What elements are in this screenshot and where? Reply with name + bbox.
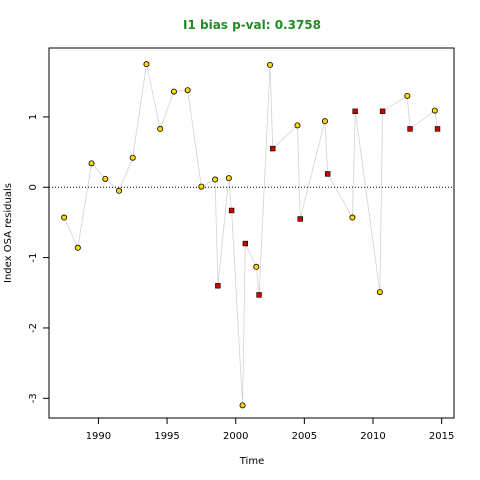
y-tick-label: 1	[28, 114, 39, 120]
data-point-circle	[157, 125, 164, 132]
y-tick-label: -3	[28, 393, 39, 403]
data-point-circle	[431, 107, 438, 114]
data-point-circle	[212, 176, 219, 183]
data-point-circle	[225, 175, 232, 182]
data-point-square	[228, 207, 235, 214]
data-point-circle	[294, 122, 301, 129]
data-point-square	[434, 126, 441, 132]
series-lines	[63, 64, 438, 406]
x-tick-label: 2010	[360, 431, 385, 442]
data-point-square	[352, 108, 358, 115]
y-axis-label: Index OSA residuals	[3, 183, 14, 283]
x-tick-label: 1990	[86, 431, 111, 442]
x-axis: 1990 1995 2000 2005 2010 2015	[86, 418, 454, 442]
y-axis: 1 0 -1 -2 -3	[28, 114, 49, 403]
data-point-square	[407, 126, 413, 132]
y-tick-label: -2	[28, 323, 39, 333]
x-tick-label: 2000	[223, 431, 248, 442]
data-point-circle	[61, 214, 68, 221]
y-tick-label: 0	[28, 184, 39, 190]
data-point-circle	[129, 154, 136, 161]
data-point-circle	[198, 183, 205, 190]
data-point-square	[379, 108, 386, 115]
x-axis-label: Time	[239, 456, 264, 467]
data-point-circle	[321, 118, 328, 125]
data-point-square	[256, 292, 262, 298]
x-tick-label: 1995	[154, 431, 179, 442]
data-point-circle	[253, 263, 260, 270]
plot-frame	[48, 47, 455, 419]
chart-title: I1 bias p-val: 0.3758	[183, 18, 321, 32]
data-point-square	[270, 145, 276, 152]
data-point-square	[324, 171, 331, 177]
x-tick-label: 2005	[292, 431, 317, 442]
data-point-circle	[404, 92, 411, 99]
data-point-circle	[116, 187, 123, 194]
data-point-circle	[102, 175, 109, 182]
data-point-circle	[267, 61, 274, 68]
data-point-circle	[184, 87, 191, 94]
data-point-square	[297, 216, 303, 222]
x-tick-label: 2015	[429, 431, 454, 442]
data-point-circle	[88, 160, 95, 167]
data-point-circle	[239, 402, 246, 409]
data-point-circle	[74, 244, 81, 251]
data-point-circle	[376, 289, 383, 296]
data-points	[61, 61, 441, 409]
data-point-circle	[143, 61, 150, 68]
connecting-line	[63, 64, 438, 406]
y-tick-label: -1	[28, 253, 39, 263]
data-point-square	[242, 240, 249, 247]
data-point-circle	[349, 214, 356, 221]
data-point-square	[215, 283, 221, 289]
data-point-circle	[170, 88, 177, 95]
